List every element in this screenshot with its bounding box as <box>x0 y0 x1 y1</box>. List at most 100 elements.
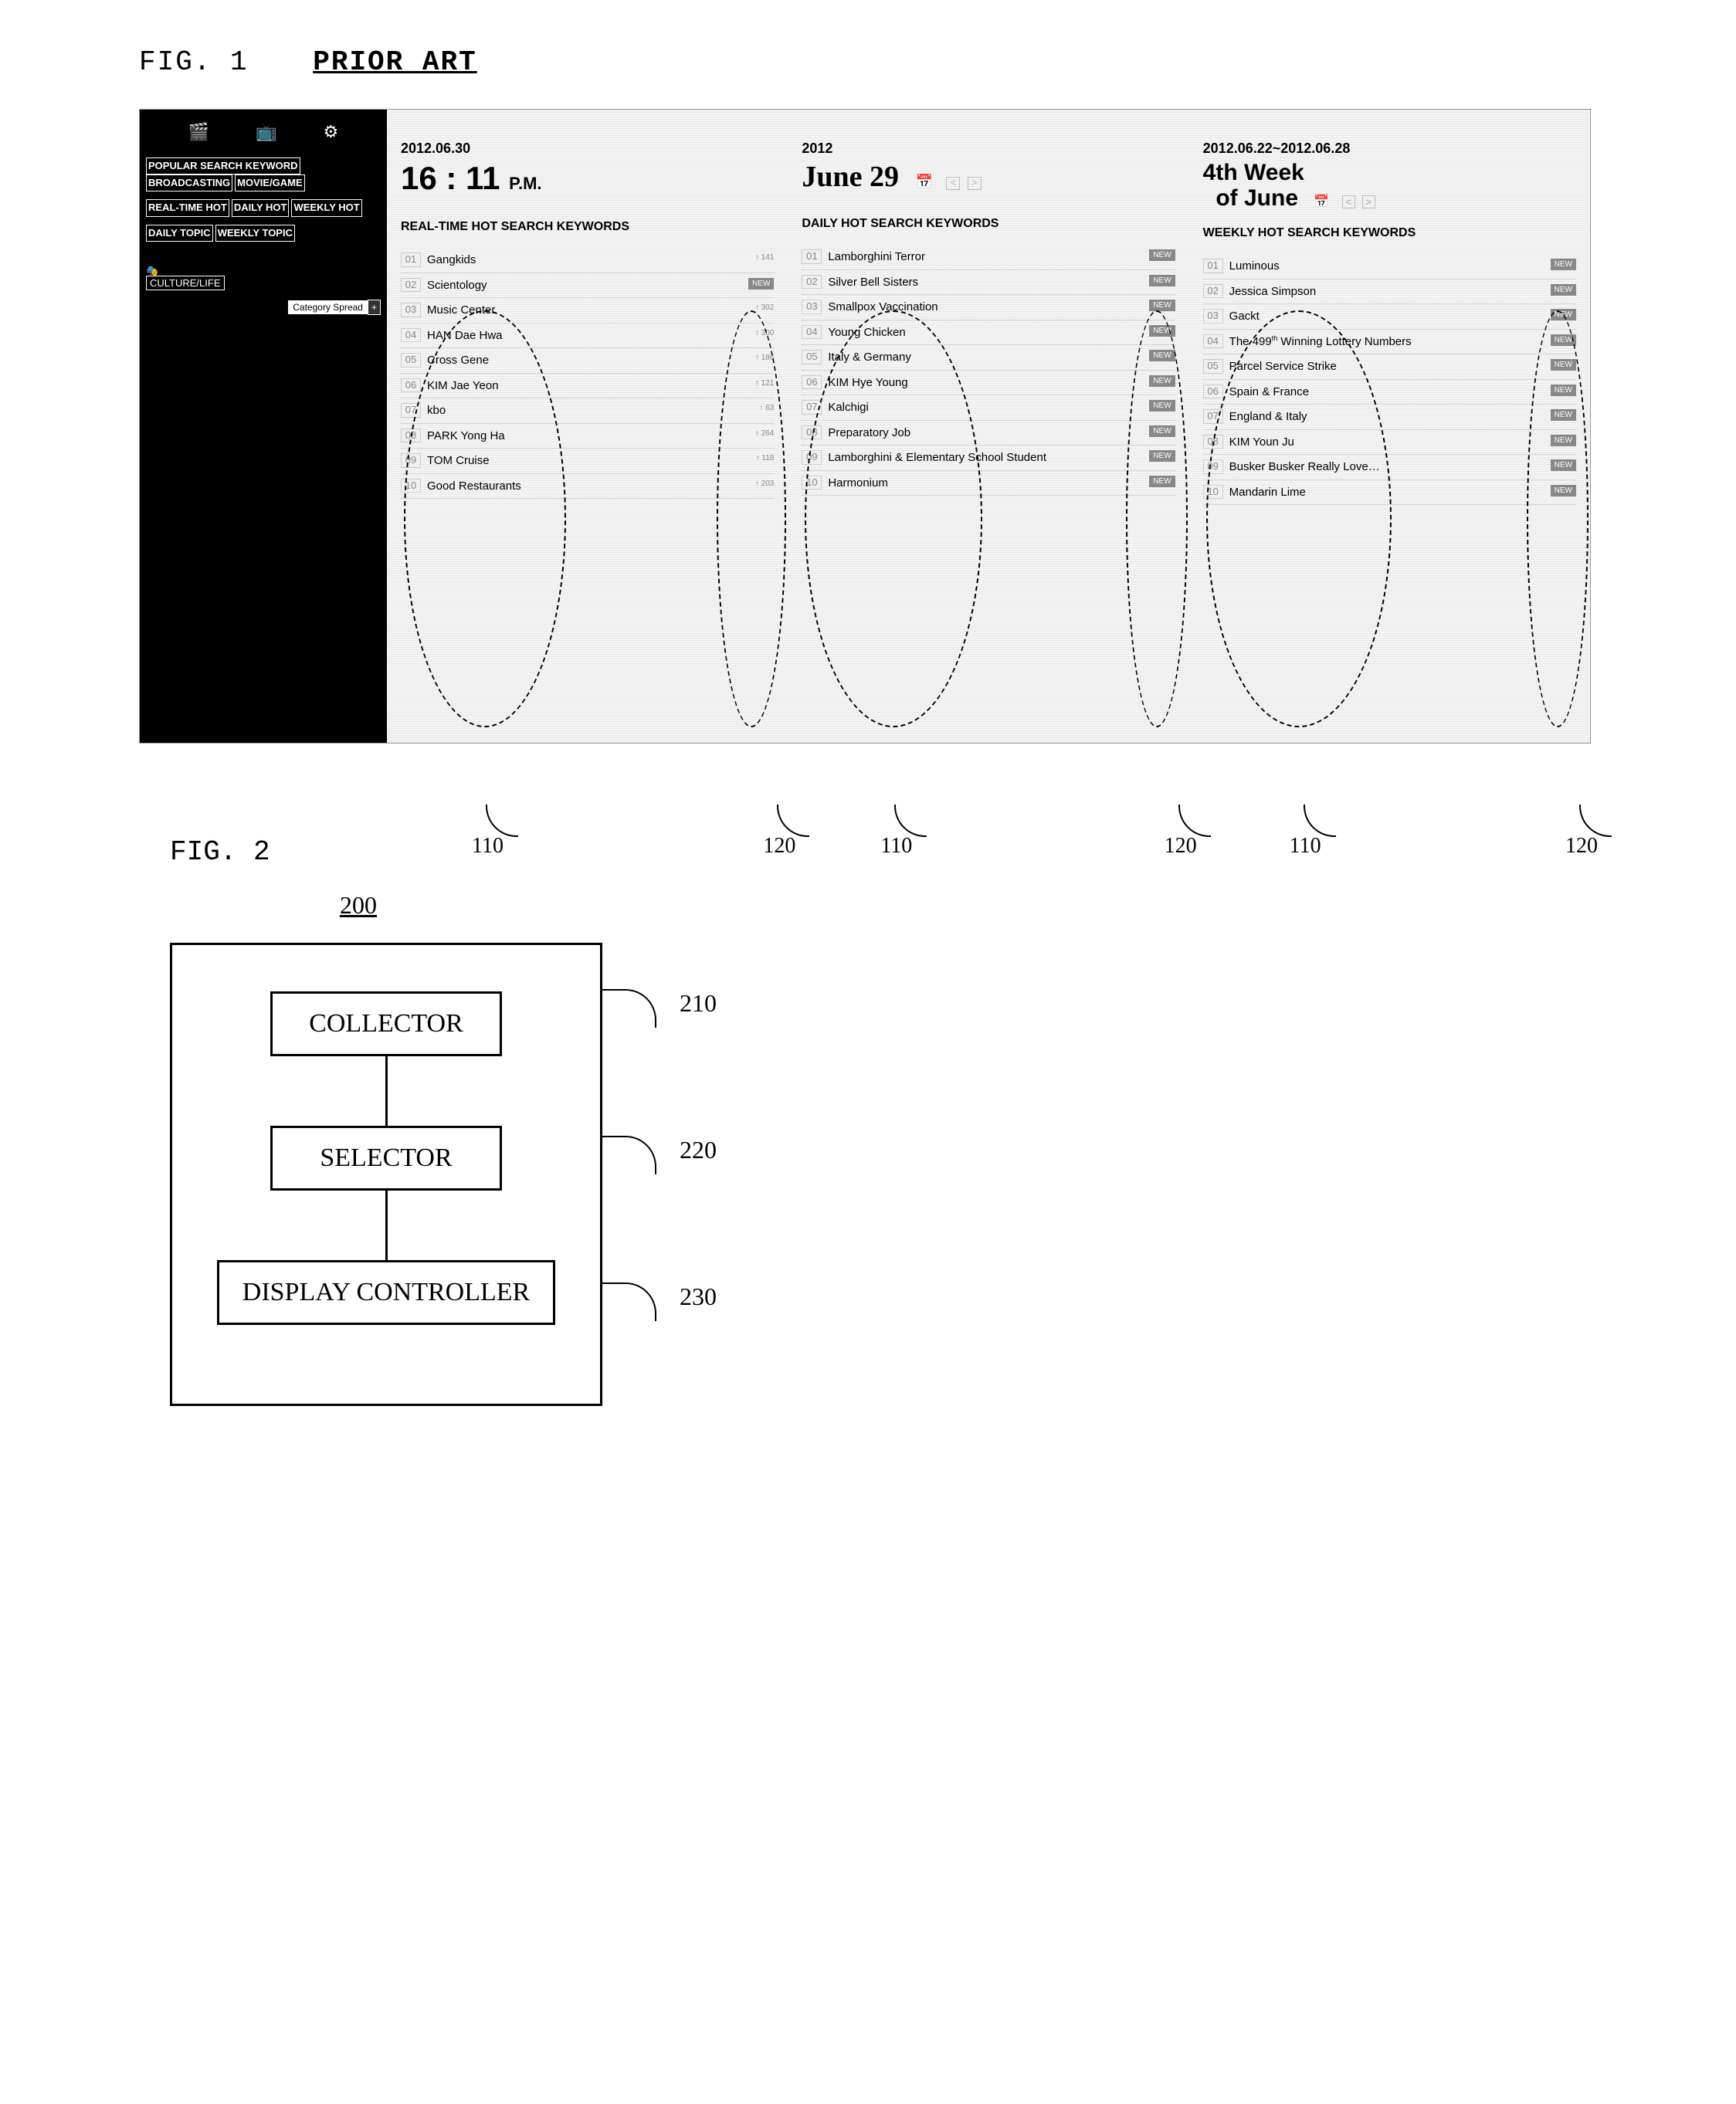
list-item[interactable]: 04HAN Dae Hwa↑ 300 <box>401 324 774 349</box>
list-item-rank: 09 <box>1203 459 1223 474</box>
tab-movie-game[interactable]: MOVIE/GAME <box>235 174 305 191</box>
list-item[interactable]: 09 Lamborghini & Elementary School Studen… <box>802 446 1175 471</box>
fig2-block-number: 220 <box>680 1136 717 1164</box>
callout-120: 120 <box>763 805 795 859</box>
list-item-keyword: KIM Hye Young <box>828 375 1149 391</box>
list-item-keyword: England & Italy <box>1229 409 1551 425</box>
list-item[interactable]: 08Preparatory JobNEW <box>802 421 1175 446</box>
list-item[interactable]: 02ScientologyNEW <box>401 273 774 299</box>
panel3-heading: WEEKLY HOT SEARCH KEYWORDS <box>1203 226 1576 240</box>
list-item-keyword: Lamborghini & Elementary School Student <box>828 450 1149 466</box>
list-item[interactable]: 04The 499th Winning Lottery NumbersNEW <box>1203 330 1576 355</box>
panel2-big: June 29 📅 < > <box>802 160 1175 194</box>
callout-120-3: 120 <box>1565 805 1598 859</box>
panel3-big-a: 4th Week <box>1203 160 1304 185</box>
list-item[interactable]: 02Silver Bell SistersNEW <box>802 270 1175 296</box>
list-item[interactable]: 06KIM Jae Yeon↑ 121 <box>401 374 774 399</box>
list-item-indicator: NEW <box>1149 350 1175 361</box>
list-item[interactable]: 05Cross Gene↑ 186 <box>401 348 774 374</box>
list-item[interactable]: 06Spain & FranceNEW <box>1203 380 1576 405</box>
list-item[interactable]: 09Busker Busker Really Love…NEW <box>1203 455 1576 480</box>
tab-popular-search[interactable]: POPULAR SEARCH KEYWORD <box>146 158 300 174</box>
list-item-rank: 10 <box>1203 485 1223 500</box>
panel-daily: 2012 June 29 📅 < > DAILY HOT SEARCH KEYW… <box>788 110 1188 743</box>
list-item-indicator: ↑ 264 <box>755 429 774 439</box>
tv-icon: 📺 <box>256 122 276 142</box>
callout-110-2: 110 <box>880 805 913 859</box>
calendar-icon[interactable]: 📅 <box>915 174 932 189</box>
fig2-block-number: 210 <box>680 989 717 1018</box>
list-item[interactable]: 01Lamborghini TerrorNEW <box>802 245 1175 270</box>
panel-realtime: 2012.06.30 16 : 11 P.M. REAL-TIME HOT SE… <box>387 110 788 743</box>
list-item-rank: 09 <box>802 450 822 465</box>
list-item-keyword: PARK Yong Ha <box>427 429 755 444</box>
list-item-indicator: NEW <box>1551 359 1576 371</box>
list-item-rank: 07 <box>802 400 822 415</box>
list-item-indicator: NEW <box>748 278 774 290</box>
list-item[interactable]: 05Italy & GermanyNEW <box>802 345 1175 371</box>
list-item[interactable]: 07kbo↑ 63 <box>401 398 774 424</box>
tab-daily-hot[interactable]: DAILY HOT <box>232 199 290 216</box>
fig2-label-row: 210 <box>602 989 717 1136</box>
list-item[interactable]: 06KIM Hye YoungNEW <box>802 371 1175 396</box>
list-item-indicator: NEW <box>1551 259 1576 270</box>
fig1-label-text: FIG. 1 <box>139 46 249 78</box>
list-item-rank: 09 <box>401 453 421 468</box>
list-item[interactable]: 08KIM Youn JuNEW <box>1203 430 1576 456</box>
list-item-keyword: Good Restaurants <box>427 479 755 494</box>
list-item-keyword: Music Center <box>427 303 755 318</box>
list-item-indicator: NEW <box>1551 385 1576 396</box>
list-item[interactable]: 05Parcel Service StrikeNEW <box>1203 354 1576 380</box>
category-spread-button[interactable]: Category Spread <box>288 300 368 314</box>
panel1-time-main: 16 : 11 <box>401 160 500 196</box>
panel1-list: 01 Gangkids↑ 141 02ScientologyNEW03Music C… <box>401 248 774 499</box>
calendar-icon-3[interactable]: 📅 <box>1314 195 1329 208</box>
category-spread: Category Spread+ <box>146 300 381 315</box>
callout-120-3-text: 120 <box>1565 834 1598 858</box>
list-item-indicator: ↑ 141 <box>755 252 774 263</box>
nav-next-3[interactable]: > <box>1362 195 1376 208</box>
list-item-rank: 04 <box>802 325 822 340</box>
list-item[interactable]: 01 Gangkids↑ 141 <box>401 248 774 273</box>
list-item[interactable]: 10Good Restaurants↑ 203 <box>401 474 774 500</box>
tab-daily-topic[interactable]: DAILY TOPIC <box>146 225 213 242</box>
fig2-connector <box>385 1191 388 1260</box>
list-item[interactable]: 07England & ItalyNEW <box>1203 405 1576 430</box>
culture-life-label[interactable]: CULTURE/LIFE <box>146 276 225 290</box>
list-item-indicator: NEW <box>1551 409 1576 421</box>
list-item-keyword: Lamborghini Terror <box>828 249 1149 265</box>
tab-realtime-hot[interactable]: REAL-TIME HOT <box>146 199 229 216</box>
list-item-keyword: The 499th Winning Lottery Numbers <box>1229 334 1551 350</box>
list-item-keyword: Busker Busker Really Love… <box>1229 459 1551 475</box>
nav-prev[interactable]: < <box>946 177 960 190</box>
nav-next[interactable]: > <box>968 177 982 190</box>
panel3-big-b: of June <box>1216 185 1298 211</box>
list-item-rank: 08 <box>1203 435 1223 449</box>
list-item-keyword: Gangkids <box>427 252 755 268</box>
list-item[interactable]: 03Music Center↑ 302 <box>401 298 774 324</box>
list-item[interactable]: 10HarmoniumNEW <box>802 471 1175 496</box>
list-item[interactable]: 03GacktNEW <box>1203 304 1576 330</box>
list-item-rank: 01 <box>401 252 421 267</box>
fig2-container: FIG. 2 200 COLLECTORSELECTORDISPLAY CONT… <box>170 836 1597 1406</box>
tab-weekly-hot[interactable]: WEEKLY HOT <box>291 199 361 216</box>
list-item-rank: 10 <box>802 476 822 490</box>
tab-weekly-topic[interactable]: WEEKLY TOPIC <box>215 225 295 242</box>
list-item-rank: 06 <box>401 378 421 393</box>
list-item-rank: 05 <box>802 350 822 364</box>
list-item-keyword: Smallpox Vaccination <box>828 300 1149 315</box>
list-item[interactable]: 09TOM Cruise↑ 118 <box>401 449 774 474</box>
list-item[interactable]: 07KalchigiNEW <box>802 395 1175 421</box>
list-item[interactable]: 03Smallpox VaccinationNEW <box>802 295 1175 320</box>
clapper-icon: 🎬 <box>188 122 209 142</box>
fig1-label: FIG. 1 PRIOR ART <box>139 46 1597 78</box>
category-spread-plus[interactable]: + <box>368 300 381 315</box>
list-item[interactable]: 01LuminousNEW <box>1203 254 1576 280</box>
nav-prev-3[interactable]: < <box>1342 195 1356 208</box>
list-item-indicator: NEW <box>1149 249 1175 261</box>
list-item[interactable]: 10Mandarin LimeNEW <box>1203 480 1576 506</box>
tab-broadcasting[interactable]: BROADCASTING <box>146 174 232 191</box>
list-item[interactable]: 04Young ChickenNEW <box>802 320 1175 346</box>
list-item[interactable]: 08PARK Yong Ha↑ 264 <box>401 424 774 449</box>
list-item[interactable]: 02Jessica SimpsonNEW <box>1203 280 1576 305</box>
